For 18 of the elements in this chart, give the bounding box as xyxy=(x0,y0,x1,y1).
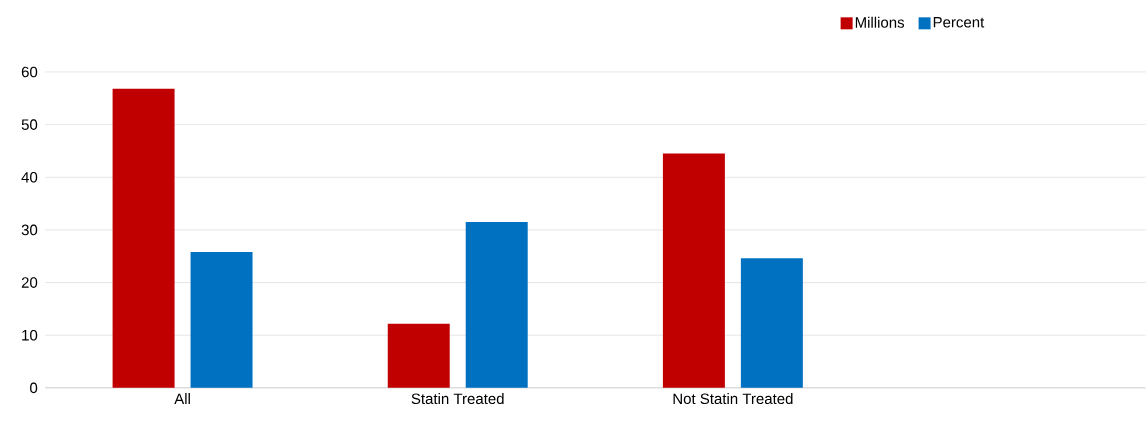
bar xyxy=(662,153,725,388)
legend-label: Millions xyxy=(855,16,905,28)
bar xyxy=(190,252,253,388)
y-tick-label: 50 xyxy=(21,119,38,130)
bar xyxy=(465,222,528,388)
x-tick-label: Statin Treated xyxy=(411,393,504,405)
y-tick-label: 60 xyxy=(21,66,38,78)
bar xyxy=(387,323,450,388)
bar xyxy=(740,258,803,388)
x-tick-label: Not Statin Treated xyxy=(673,393,793,405)
y-tick-label: 40 xyxy=(21,172,38,183)
y-tick-label: 0 xyxy=(30,382,38,394)
y-tick-label: 10 xyxy=(22,329,38,341)
y-tick-label: 30 xyxy=(21,224,38,236)
x-tick-label: All xyxy=(174,393,190,404)
legend-label: Percent xyxy=(933,17,985,28)
y-tick-label: 20 xyxy=(21,277,38,288)
bar xyxy=(112,88,175,388)
